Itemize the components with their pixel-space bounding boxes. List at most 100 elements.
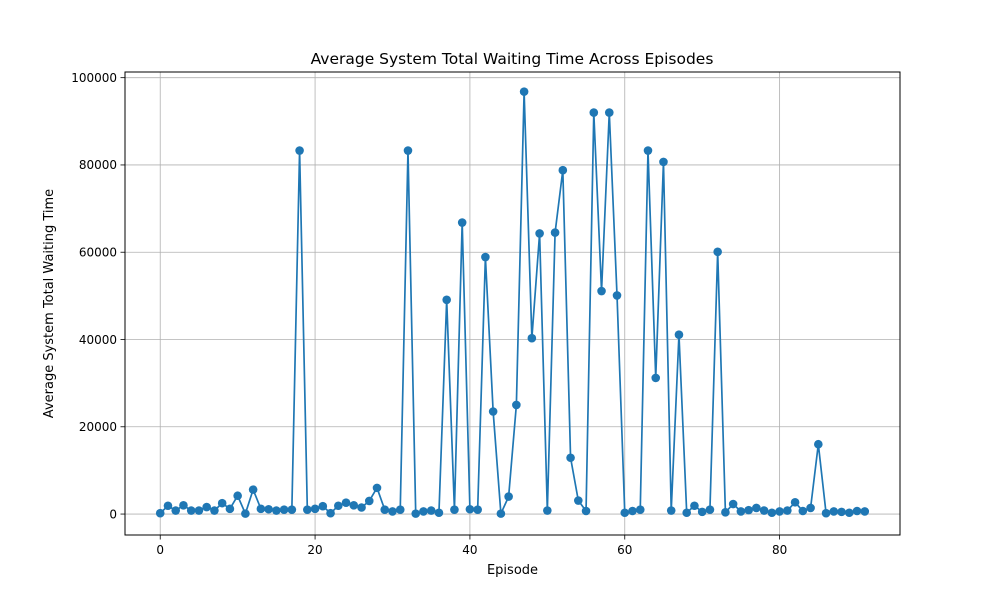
data-point <box>496 509 506 518</box>
data-point <box>674 330 684 340</box>
y-tick-label: 80000 <box>79 158 117 172</box>
data-point <box>635 505 645 514</box>
data-point <box>535 229 544 238</box>
y-tick-label: 20000 <box>79 420 117 434</box>
data-point <box>225 504 235 514</box>
data-point <box>194 506 204 515</box>
x-tick-label: 40 <box>462 543 477 557</box>
data-point <box>690 501 699 511</box>
data-point <box>364 496 374 506</box>
data-point <box>372 483 382 493</box>
data-point <box>465 504 475 514</box>
data-point <box>450 505 459 514</box>
data-point <box>504 492 513 501</box>
data-point <box>341 498 351 508</box>
data-point <box>566 453 575 463</box>
data-point <box>217 498 227 508</box>
data-point <box>310 504 320 514</box>
y-axis-label: Average System Total Waiting Time <box>42 189 57 418</box>
data-point <box>767 508 777 518</box>
data-point <box>829 507 839 516</box>
chart-title: Average System Total Waiting Time Across… <box>311 50 714 68</box>
series-layer <box>155 87 870 518</box>
data-point <box>651 373 661 383</box>
data-point <box>798 506 808 516</box>
data-point <box>574 496 583 505</box>
data-point <box>759 506 769 515</box>
data-point <box>186 506 196 515</box>
data-point <box>806 503 815 513</box>
data-point <box>628 506 637 516</box>
data-point <box>411 509 421 518</box>
x-tick-label: 0 <box>156 543 164 557</box>
data-point <box>682 508 691 518</box>
data-point <box>434 508 444 518</box>
data-point <box>403 146 413 155</box>
data-point <box>481 252 490 262</box>
data-point <box>395 505 405 514</box>
data-point <box>388 507 397 516</box>
y-tick-label: 60000 <box>79 246 117 260</box>
grid-layer <box>125 72 900 535</box>
data-point <box>581 506 591 516</box>
data-point <box>287 505 297 514</box>
data-point <box>775 507 784 516</box>
data-point <box>659 157 668 167</box>
data-point <box>264 504 273 514</box>
data-point <box>512 400 521 410</box>
data-point <box>318 501 328 511</box>
data-point <box>713 247 722 257</box>
data-point <box>744 505 753 515</box>
data-point <box>728 499 738 509</box>
data-point <box>272 506 281 515</box>
data-point <box>697 507 707 517</box>
data-point <box>202 502 211 512</box>
data-point <box>852 506 862 516</box>
tick-layer: 0 20 40 60 80 0 20000 40000 60000 80000 100000 <box>71 71 787 557</box>
data-point <box>295 146 304 155</box>
data-point <box>543 506 552 515</box>
data-point <box>814 439 823 449</box>
data-point <box>721 508 730 517</box>
data-point <box>821 508 831 518</box>
data-point <box>163 501 173 511</box>
data-point <box>783 506 792 515</box>
data-point <box>844 508 854 518</box>
data-point <box>519 87 529 96</box>
data-point <box>666 506 676 515</box>
data-point <box>860 507 870 516</box>
data-point <box>558 165 568 175</box>
data-point <box>171 506 181 515</box>
data-point <box>279 505 289 514</box>
data-point <box>837 507 846 517</box>
data-point <box>620 508 630 518</box>
x-tick-label: 80 <box>772 543 787 557</box>
x-tick-label: 20 <box>307 543 322 557</box>
y-tick-label: 100000 <box>71 71 117 85</box>
data-point <box>550 228 560 237</box>
data-point <box>419 507 428 516</box>
data-point <box>210 506 219 515</box>
data-point <box>705 505 715 514</box>
data-point <box>248 485 258 494</box>
data-point <box>597 286 606 296</box>
data-point <box>241 509 250 518</box>
data-point <box>179 501 188 510</box>
data-point <box>752 503 761 513</box>
data-point <box>256 504 266 514</box>
data-point <box>233 491 242 501</box>
data-point <box>457 218 467 227</box>
x-axis-label: Episode <box>487 563 538 578</box>
plot-area-frame <box>124 71 901 536</box>
data-point <box>303 505 312 514</box>
y-tick-label: 0 <box>109 507 117 521</box>
data-point <box>527 333 537 343</box>
data-point <box>736 507 746 516</box>
data-point <box>380 505 390 514</box>
data-point <box>790 497 800 507</box>
x-tick-label: 60 <box>617 543 632 557</box>
data-point <box>473 505 482 514</box>
data-point <box>357 503 366 512</box>
data-point <box>426 506 436 515</box>
